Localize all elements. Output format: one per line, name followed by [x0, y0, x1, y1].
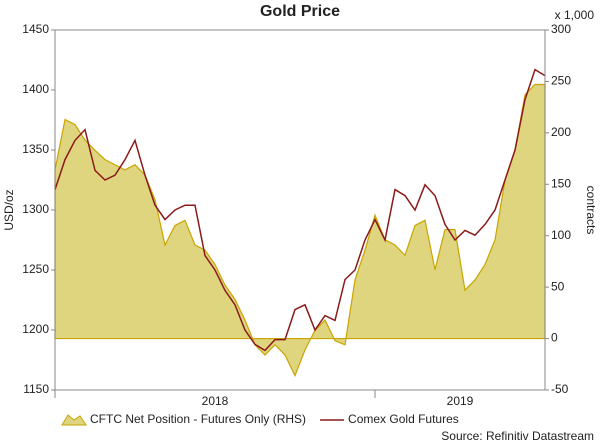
y2-tick-label: 0 — [551, 331, 558, 345]
line — [54, 68, 546, 352]
y-tick-label: 1200 — [22, 322, 49, 336]
y2-tick-label: 200 — [551, 125, 571, 139]
legend-swatch — [61, 414, 87, 426]
y2-tick-label: 150 — [551, 176, 571, 190]
area — [54, 83, 546, 378]
y-tick-label: 1450 — [22, 22, 49, 36]
y2-axis-label: contracts — [584, 186, 598, 235]
y2-unit: x 1,000 — [555, 8, 595, 22]
chart-title: Gold Price — [260, 3, 340, 20]
legend-label: Comex Gold Futures — [348, 412, 459, 426]
x-tick-label: 2019 — [447, 394, 474, 408]
y2-tick-label: 300 — [551, 22, 571, 36]
y-tick-label: 1150 — [23, 382, 49, 396]
y2-tick-label: 50 — [551, 279, 565, 293]
source: Source: Refinitiv Datastream — [441, 429, 594, 443]
x-tick-label: 2018 — [202, 394, 229, 408]
y2-tick-label: 100 — [551, 228, 571, 242]
y-tick-label: 1400 — [22, 82, 49, 96]
y-tick-label: 1300 — [22, 202, 49, 216]
y-axis-label: USD/oz — [2, 189, 16, 230]
legend-label: CFTC Net Position - Futures Only (RHS) — [90, 412, 306, 426]
y2-tick-label: 250 — [551, 74, 571, 88]
y-tick-label: 1350 — [22, 142, 49, 156]
y-tick-label: 1250 — [22, 262, 49, 276]
y2-tick-label: -50 — [551, 382, 569, 396]
